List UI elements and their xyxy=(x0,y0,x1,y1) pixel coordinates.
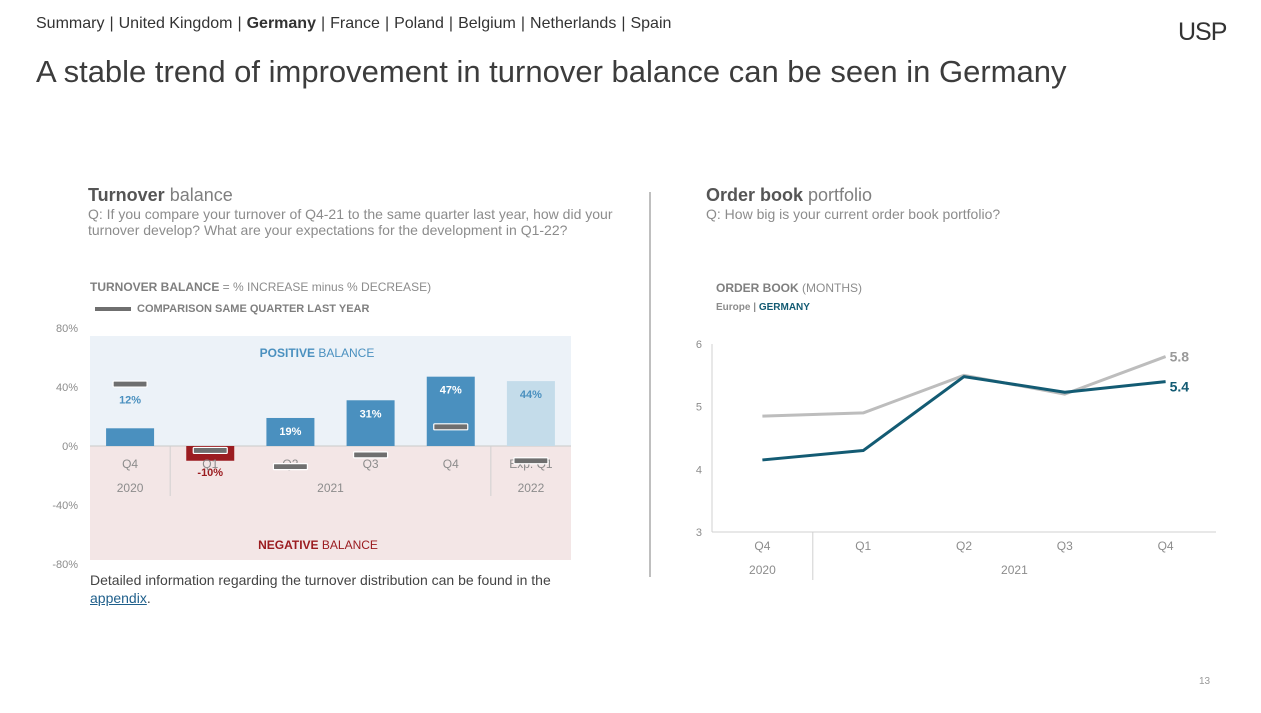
turnover-question: Q: If you compare your turnover of Q4-21… xyxy=(88,206,613,238)
nav-item-summary[interactable]: Summary xyxy=(36,15,105,32)
x-tick-label: Q2 xyxy=(956,539,972,553)
y-tick-label: -80% xyxy=(52,559,78,571)
bar xyxy=(346,400,395,446)
negative-balance-label: NEGATIVE BALANCE xyxy=(258,538,378,552)
bar-value-label: 19% xyxy=(279,426,301,438)
europe-line xyxy=(762,355,1167,418)
order-book-legend: ORDER BOOK (MONTHS) xyxy=(716,281,862,295)
nav-separator: | xyxy=(237,15,242,32)
group-label: 2021 xyxy=(1001,563,1028,577)
y-tick-label: 40% xyxy=(56,382,78,394)
x-tick-label: Q4 xyxy=(1158,539,1174,553)
germany-line xyxy=(762,375,1166,462)
footnote: Detailed information regarding the turno… xyxy=(90,572,551,606)
y-tick-label: 5 xyxy=(696,402,702,414)
y-tick-label: 6 xyxy=(696,339,702,351)
group-label: 2021 xyxy=(317,481,344,495)
positive-rest: BALANCE xyxy=(315,346,374,360)
nav-separator: | xyxy=(384,15,390,32)
page-number: 13 xyxy=(1199,676,1211,687)
end-value-label: 5.4 xyxy=(1170,379,1190,395)
order-book-chart: ORDER BOOK (MONTHS) Europe | GERMANY 6 5 4 3 Q… xyxy=(696,281,1216,580)
y-tick-label: 0% xyxy=(62,441,78,453)
x-tick-label: Q4 xyxy=(443,457,459,471)
comparison-marker xyxy=(352,451,389,459)
turnover-balance-chart: TURNOVER BALANCE = % INCREASE minus % DE… xyxy=(52,280,571,571)
turnover-balance-legend: TURNOVER BALANCE = % INCREASE minus % DE… xyxy=(90,280,431,294)
nav-item-poland[interactable]: Poland xyxy=(394,15,444,32)
bar xyxy=(506,381,555,446)
bar-value-label: 12% xyxy=(119,394,141,406)
panel-divider xyxy=(649,192,651,577)
x-tick-label: Q4 xyxy=(122,457,138,471)
comparison-marker xyxy=(513,457,549,465)
end-value-label: 5.8 xyxy=(1170,349,1190,365)
nav-item-netherlands[interactable]: Netherlands xyxy=(530,15,617,32)
legend-bold: ORDER BOOK xyxy=(716,281,799,295)
comparison-legend-label: COMPARISON SAME QUARTER LAST YEAR xyxy=(137,303,369,315)
comparison-marker xyxy=(272,463,309,471)
y-tick-label: 80% xyxy=(56,323,78,335)
turnover-heading: Turnover balance xyxy=(88,185,233,205)
positive-bold: POSITIVE xyxy=(260,346,315,360)
legend-rest: = % INCREASE minus % DECREASE) xyxy=(219,280,431,294)
group-label: 2022 xyxy=(518,481,545,495)
comparison-marker xyxy=(433,423,469,431)
group-label: 2020 xyxy=(749,563,776,577)
legend-rest: (MONTHS) xyxy=(799,281,862,295)
legend-germany: GERMANY xyxy=(759,302,810,313)
country-navigation: Summary | United Kingdom | Germany | France | Po… xyxy=(36,15,671,33)
legend-bold: TURNOVER BALANCE xyxy=(90,280,219,294)
nav-item-germany[interactable]: Germany xyxy=(246,15,316,32)
positive-balance-label: POSITIVE BALANCE xyxy=(260,346,375,360)
x-tick-label: Q1 xyxy=(855,539,871,553)
legend-europe: Europe xyxy=(716,302,751,313)
page-title: A stable trend of improvement in turnove… xyxy=(36,54,1067,89)
bar xyxy=(106,428,155,446)
usp-logo: USP xyxy=(1178,18,1227,46)
comparison-marker xyxy=(192,446,228,455)
nav-separator: | xyxy=(621,15,626,32)
bar-value-label: 47% xyxy=(440,385,462,397)
appendix-link[interactable]: appendix xyxy=(90,590,147,606)
nav-separator: | xyxy=(109,15,114,32)
nav-separator: | xyxy=(448,15,454,32)
nav-item-spain[interactable]: Spain xyxy=(630,15,672,32)
nav-item-united-kingdom[interactable]: United Kingdom xyxy=(118,15,233,32)
nav-separator: | xyxy=(320,15,326,32)
bar xyxy=(266,417,315,446)
comparison-marker xyxy=(112,380,148,388)
negative-bold: NEGATIVE xyxy=(258,538,318,552)
bar-value-label: 31% xyxy=(360,408,382,420)
nav-item-belgium[interactable]: Belgium xyxy=(458,15,516,32)
bar-value-label: -10% xyxy=(197,467,223,479)
y-tick-label: 4 xyxy=(696,464,702,476)
nav-item-france[interactable]: France xyxy=(330,15,380,32)
positive-region xyxy=(90,336,571,446)
y-tick-label: -40% xyxy=(52,500,78,512)
group-label: 2020 xyxy=(117,481,144,495)
series-legend: Europe | GERMANY xyxy=(716,302,810,313)
x-tick-label: Q4 xyxy=(754,539,770,553)
legend-sep: | xyxy=(750,302,758,313)
bar xyxy=(426,376,475,446)
x-tick-label: Q3 xyxy=(1057,539,1073,553)
order-book-heading: Order book portfolio xyxy=(706,185,873,205)
bar-value-label: 44% xyxy=(520,389,542,401)
comparison-legend-marker xyxy=(95,307,131,311)
x-tick-label: Q3 xyxy=(363,457,379,471)
negative-rest: BALANCE xyxy=(319,538,378,552)
nav-separator: | xyxy=(520,15,526,32)
y-tick-label: 3 xyxy=(696,527,702,539)
order-book-question: Q: How big is your current order book po… xyxy=(706,206,1001,222)
x-tick-label: Q1 xyxy=(202,457,218,471)
